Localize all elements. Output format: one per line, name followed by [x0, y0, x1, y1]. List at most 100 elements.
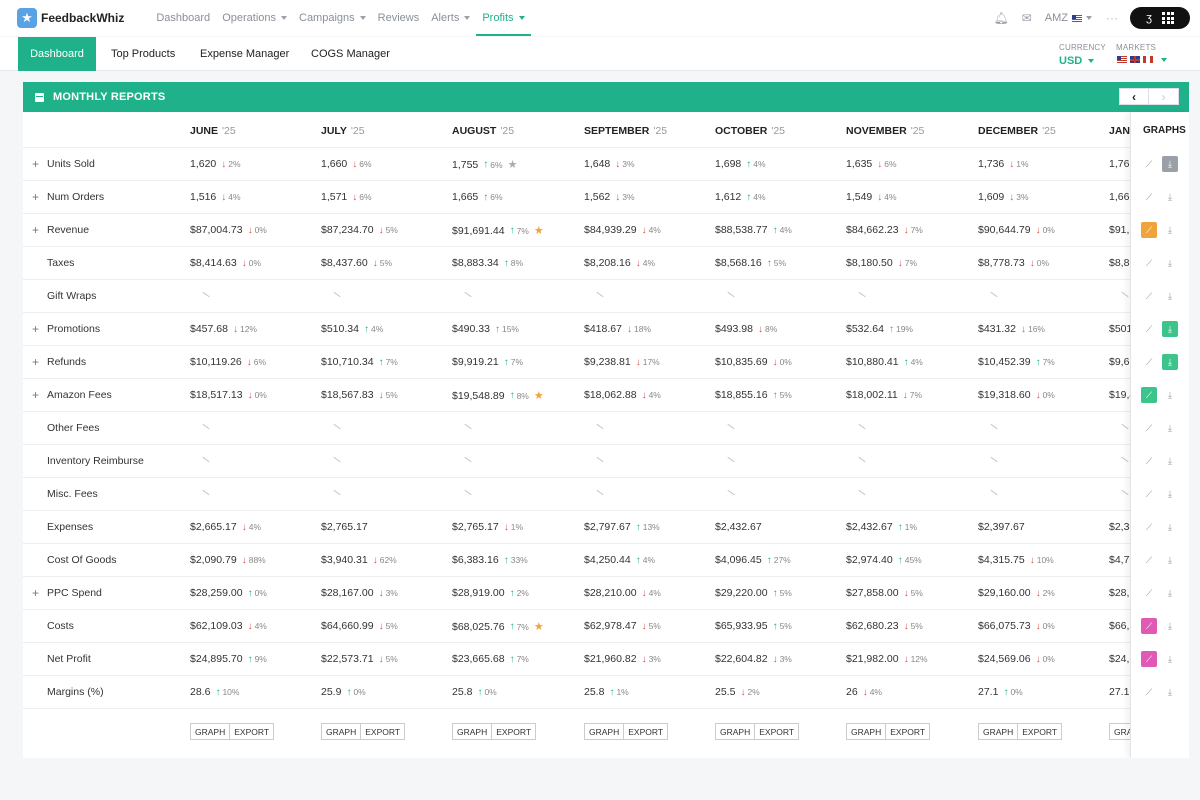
trend-chart-icon[interactable]: ⟋ — [1145, 554, 1153, 565]
trend-chart-icon[interactable]: ⟋ — [1141, 618, 1157, 634]
cell-value: 1,620 — [190, 158, 217, 170]
table-cell: $22,604.82 ↓ 3% — [715, 653, 792, 665]
star-icon[interactable]: ★ — [507, 159, 518, 171]
table-cell: $431.32 ↓ 16% — [978, 323, 1045, 335]
download-icon[interactable]: ⤓ — [1168, 389, 1172, 400]
mail-icon[interactable]: ✉ — [1021, 11, 1032, 25]
download-icon[interactable]: ⤓ — [1168, 620, 1172, 631]
expand-icon[interactable]: + — [32, 355, 40, 369]
download-icon[interactable]: ⤓ — [1168, 290, 1172, 301]
arrow-up-icon: ↑ — [509, 225, 515, 236]
download-icon[interactable]: ⤓ — [1168, 587, 1172, 598]
nav-item-alerts[interactable]: Alerts — [425, 0, 476, 36]
next-button[interactable]: › — [1149, 88, 1179, 105]
change-indicator: ↓ 7% — [898, 258, 917, 269]
download-icon[interactable]: ⤓ — [1168, 191, 1172, 202]
subtab-top-products[interactable]: Top Products — [111, 48, 176, 60]
cell-value: $91,691.44 — [452, 224, 505, 237]
subtab-cogs-manager[interactable]: COGS Manager — [311, 48, 390, 60]
graph-button[interactable]: GRAPH — [584, 723, 625, 740]
graph-button[interactable]: GRAPH — [846, 723, 887, 740]
markets-selector[interactable] — [1117, 56, 1167, 63]
table-cell: $532.64 ↑ 19% — [846, 323, 913, 335]
trend-chart-icon[interactable]: ⟋ — [1145, 422, 1153, 433]
no-data-icon — [202, 291, 210, 298]
export-button[interactable]: EXPORT — [1018, 723, 1063, 740]
graph-button[interactable]: GRAPH — [715, 723, 756, 740]
currency-selector[interactable]: USD — [1059, 55, 1095, 67]
cell-value: $62,109.03 — [190, 620, 243, 632]
bell-icon[interactable]: 🔔︎ — [993, 11, 1009, 25]
nav-item-profits[interactable]: Profits — [476, 0, 531, 36]
graph-button[interactable]: GRAPH — [321, 723, 362, 740]
trend-chart-icon[interactable]: ⟋ — [1145, 323, 1153, 334]
export-button[interactable]: EXPORT — [361, 723, 406, 740]
export-button[interactable]: EXPORT — [230, 723, 275, 740]
change-indicator: ↑ 4% — [364, 324, 383, 335]
download-icon[interactable]: ⤓ — [1168, 455, 1172, 466]
arrow-down-icon: ↓ — [378, 653, 384, 665]
change-percent: 6% — [253, 357, 267, 367]
more-icon[interactable]: ··· — [1106, 11, 1118, 25]
expand-icon[interactable]: + — [32, 322, 40, 336]
expand-icon[interactable]: + — [32, 190, 40, 204]
change-percent: 4% — [910, 357, 923, 367]
trend-chart-icon[interactable]: ⟋ — [1141, 222, 1157, 238]
download-icon[interactable]: ⤓ — [1168, 653, 1172, 664]
download-icon[interactable]: ⤓ — [1168, 257, 1172, 268]
trend-chart-icon[interactable]: ⟋ — [1145, 158, 1153, 169]
export-button[interactable]: EXPORT — [886, 723, 931, 740]
export-button[interactable]: EXPORT — [624, 723, 669, 740]
nav-item-reviews[interactable]: Reviews — [372, 0, 426, 36]
subtab-dashboard[interactable]: Dashboard — [18, 37, 96, 71]
subtab-expense-manager[interactable]: Expense Manager — [200, 48, 290, 60]
arrow-down-icon: ↓ — [772, 653, 778, 665]
download-icon[interactable]: ⤓ — [1168, 488, 1172, 499]
download-icon[interactable]: ⤓ — [1162, 321, 1178, 337]
apps-grid-icon — [1162, 12, 1174, 24]
change-indicator: ↓ 5% — [379, 390, 398, 401]
expand-icon[interactable]: + — [32, 586, 40, 600]
nav-item-campaigns[interactable]: Campaigns — [293, 0, 372, 36]
logo[interactable]: ★ FeedbackWhiz — [17, 8, 124, 28]
trend-chart-icon[interactable]: ⟋ — [1145, 455, 1153, 466]
expand-icon[interactable]: + — [32, 157, 40, 171]
user-menu-button[interactable]: ʒ — [1130, 7, 1190, 29]
download-icon[interactable]: ⤓ — [1162, 156, 1178, 172]
expand-icon[interactable]: + — [32, 388, 40, 402]
download-icon[interactable]: ⤓ — [1168, 521, 1172, 532]
star-icon[interactable]: ★ — [533, 390, 544, 402]
trend-chart-icon[interactable]: ⟋ — [1145, 587, 1153, 598]
trend-chart-icon[interactable]: ⟋ — [1145, 686, 1153, 697]
download-icon[interactable]: ⤓ — [1168, 422, 1172, 433]
download-icon[interactable]: ⤓ — [1168, 686, 1172, 697]
nav-item-dashboard[interactable]: Dashboard — [150, 0, 216, 36]
cell-value: 1,736 — [978, 158, 1005, 170]
table-row: Misc. Fees — [23, 478, 1189, 511]
account-selector[interactable]: AMZ — [1045, 12, 1092, 24]
nav-item-operations[interactable]: Operations — [216, 0, 293, 36]
graph-button[interactable]: GRAPH — [190, 723, 231, 740]
trend-chart-icon[interactable]: ⟋ — [1145, 521, 1153, 532]
trend-chart-icon[interactable]: ⟋ — [1145, 290, 1153, 301]
trend-chart-icon[interactable]: ⟋ — [1141, 651, 1157, 667]
trend-chart-icon[interactable]: ⟋ — [1145, 488, 1153, 499]
download-icon[interactable]: ⤓ — [1162, 354, 1178, 370]
export-button[interactable]: EXPORT — [755, 723, 800, 740]
trend-chart-icon[interactable]: ⟋ — [1145, 257, 1153, 268]
download-icon[interactable]: ⤓ — [1168, 224, 1172, 235]
prev-button[interactable]: ‹ — [1119, 88, 1149, 105]
trend-chart-icon[interactable]: ⟋ — [1141, 387, 1157, 403]
expand-icon[interactable]: + — [32, 223, 40, 237]
download-icon[interactable]: ⤓ — [1168, 554, 1172, 565]
change-percent: 0% — [1042, 654, 1055, 664]
star-icon[interactable]: ★ — [533, 225, 544, 237]
arrow-down-icon: ↓ — [1009, 158, 1015, 170]
trend-chart-icon[interactable]: ⟋ — [1145, 356, 1153, 367]
graph-button[interactable]: GRAPH — [452, 723, 493, 740]
star-icon[interactable]: ★ — [533, 621, 544, 633]
export-button[interactable]: EXPORT — [492, 723, 537, 740]
table-cell: $29,160.00 ↓ 2% — [978, 587, 1055, 599]
graph-button[interactable]: GRAPH — [978, 723, 1019, 740]
trend-chart-icon[interactable]: ⟋ — [1145, 191, 1153, 202]
